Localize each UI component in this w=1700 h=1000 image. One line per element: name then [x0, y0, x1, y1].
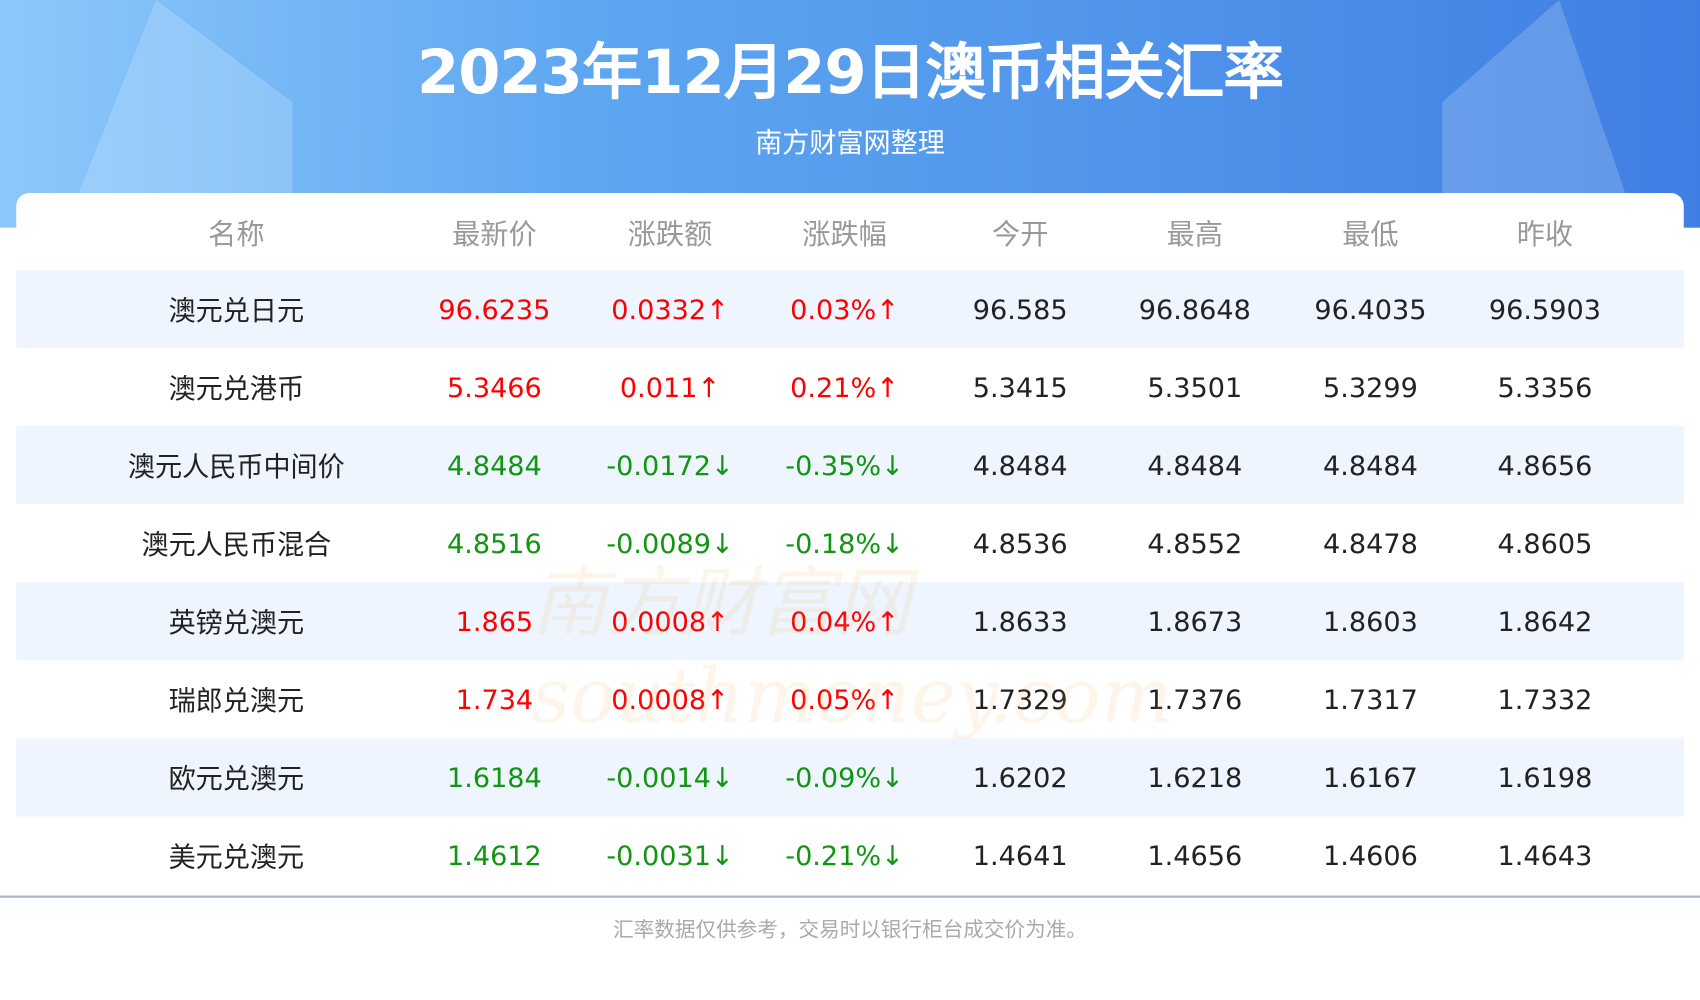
cell-low: 1.6167 [1322, 761, 1418, 794]
cell-change: -0.0014↓ [606, 761, 734, 794]
column-header: 最新价 [452, 218, 537, 251]
cell-name: 澳元兑港币 [168, 372, 305, 405]
cell-pct: -0.18%↓ [785, 527, 904, 559]
cell-pct: 0.04%↑ [790, 605, 900, 637]
cell-latest: 1.6184 [446, 761, 542, 794]
cell-prev: 1.7332 [1497, 683, 1593, 716]
cell-latest: 1.734 [455, 683, 534, 716]
cell-change: -0.0172↓ [606, 449, 734, 481]
cell-open: 96.585 [972, 293, 1068, 325]
cell-pct: -0.21%↓ [785, 839, 904, 872]
cell-low: 1.7317 [1322, 683, 1418, 716]
cell-prev: 1.4643 [1497, 839, 1593, 872]
cell-prev: 1.6198 [1497, 761, 1593, 794]
table-row: 英镑兑澳元 1.865 0.0008↑ 0.04%↑ 1.8633 1.8673 1.860… [16, 582, 1684, 661]
cell-open: 4.8484 [972, 449, 1068, 481]
table-row: 澳元人民币中间价 4.8484 -0.0172↓ -0.35%↓ 4.8484 4.848… [16, 426, 1684, 505]
column-header: 涨跌幅 [802, 218, 887, 251]
cell-open: 1.6202 [972, 761, 1068, 794]
cell-high: 96.8648 [1138, 293, 1251, 325]
cell-latest: 96.6235 [438, 293, 551, 325]
table-row: 澳元人民币混合 4.8516 -0.0089↓ -0.18%↓ 4.8536 4.8552… [16, 504, 1683, 582]
cell-change: -0.0031↓ [606, 839, 734, 872]
cell-prev: 96.5903 [1488, 293, 1602, 325]
column-header: 最低 [1342, 218, 1399, 251]
cell-high: 1.6218 [1147, 761, 1243, 794]
column-header: 名称 [208, 218, 265, 251]
cell-prev: 5.3356 [1497, 371, 1593, 403]
cell-low: 96.4035 [1314, 293, 1427, 325]
cell-high: 4.8552 [1147, 527, 1243, 559]
cell-latest: 1.865 [455, 605, 534, 637]
cell-latest: 4.8484 [446, 449, 542, 481]
cell-open: 1.4641 [972, 839, 1068, 872]
table-row: 美元兑澳元 1.4612 -0.0031↓ -0.21%↓ 1.4641 1.4656 1.… [16, 816, 1683, 894]
cell-pct: 0.03%↑ [790, 293, 900, 325]
cell-low: 5.3299 [1322, 371, 1418, 403]
divider [0, 895, 1700, 898]
cell-latest: 4.8516 [446, 527, 542, 559]
table-row: 澳元兑日元 96.6235 0.0332↑ 0.03%↑ 96.585 96.8648 96… [16, 269, 1684, 349]
cell-pct: -0.09%↓ [785, 761, 904, 794]
column-header: 最高 [1166, 218, 1223, 251]
cell-latest: 5.3466 [446, 371, 542, 403]
cell-low: 4.8484 [1322, 449, 1418, 481]
column-header: 涨跌额 [627, 218, 713, 251]
cell-latest: 1.4612 [446, 839, 542, 872]
table-row: 澳元兑港币 5.3466 0.011↑ 0.21%↑ 5.3415 5.3501 5.329… [16, 348, 1683, 426]
cell-pct: 0.21%↑ [790, 371, 900, 403]
cell-prev: 1.8642 [1497, 605, 1593, 637]
cell-change: 0.0008↑ [611, 605, 729, 637]
table-row: 瑞郎兑澳元 1.734 0.0008↑ 0.05%↑ 1.7329 1.7376 1.731… [16, 660, 1683, 738]
table-row: 欧元兑澳元 1.6184 -0.0014↓ -0.09%↓ 1.6202 1.6218 1.… [16, 738, 1684, 817]
cell-change: -0.0089↓ [606, 527, 734, 559]
page-title: 2023年12月29日澳币相关汇率 [417, 37, 1284, 109]
footer-note: 汇率数据仅供参考，交易时以银行柜台成交价为准。 [613, 918, 1087, 943]
cell-low: 1.4606 [1322, 839, 1418, 872]
cell-pct: -0.35%↓ [785, 449, 904, 481]
cell-name: 美元兑澳元 [168, 841, 305, 873]
cell-open: 1.7329 [972, 683, 1068, 716]
rate-table: 名称 最新价 涨跌额 涨跌幅 今开 最高 最低 昨收 澳元兑日元 96.6235 0.0332↑ 0… [16, 192, 1684, 898]
header-banner: 2023年12月29日澳币相关汇率 南方财富网整理 [0, 0, 1700, 228]
cell-high: 4.8484 [1147, 449, 1243, 481]
page-subtitle: 南方财富网整理 [755, 126, 945, 159]
cell-prev: 4.8656 [1497, 449, 1593, 481]
cell-name: 欧元兑澳元 [168, 763, 305, 795]
cell-change: 0.0332↑ [611, 293, 729, 325]
column-header: 昨收 [1516, 218, 1574, 251]
cell-low: 1.8603 [1322, 605, 1418, 637]
cell-change: 0.0008↑ [611, 683, 729, 716]
cell-high: 5.3501 [1147, 371, 1243, 403]
cell-name: 英镑兑澳元 [168, 607, 305, 639]
cell-pct: 0.05%↑ [790, 683, 900, 716]
cell-name: 瑞郎兑澳元 [168, 685, 305, 717]
cell-prev: 4.8605 [1497, 527, 1593, 559]
cell-open: 5.3415 [972, 371, 1068, 403]
cell-high: 1.4656 [1147, 839, 1243, 872]
table-header: 名称 最新价 涨跌额 涨跌幅 今开 最高 最低 昨收 [16, 193, 1683, 271]
cell-change: 0.011↑ [619, 371, 721, 403]
cell-high: 1.7376 [1147, 683, 1243, 716]
cell-open: 4.8536 [972, 527, 1068, 559]
cell-low: 4.8478 [1322, 527, 1418, 559]
column-header: 今开 [992, 218, 1049, 251]
cell-high: 1.8673 [1147, 605, 1243, 637]
cell-open: 1.8633 [972, 605, 1068, 637]
cell-name: 澳元人民币混合 [141, 529, 332, 561]
cell-name: 澳元兑日元 [168, 294, 305, 327]
cell-name: 澳元人民币中间价 [127, 451, 345, 483]
